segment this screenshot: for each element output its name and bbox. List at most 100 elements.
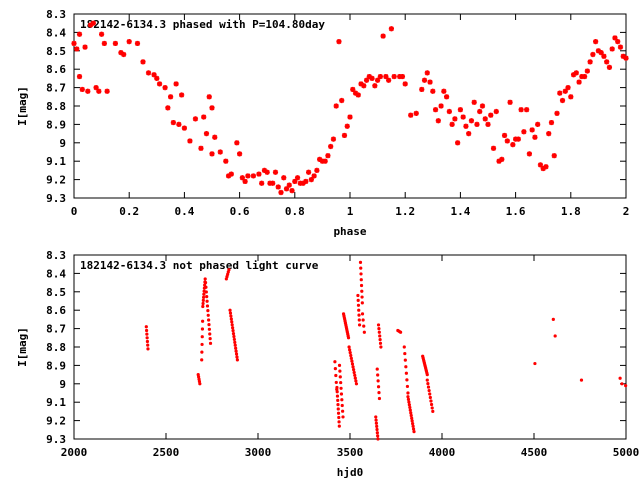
raw-x-axis-label: hjd0: [337, 466, 364, 479]
phased-x-tick-label: 0.4: [174, 205, 194, 218]
raw-data-point: [404, 365, 408, 369]
raw-y-tick-label: 9.3: [46, 433, 66, 446]
raw-data-point: [376, 434, 380, 438]
raw-data-point: [348, 351, 352, 355]
raw-y-tick-label: 9.2: [46, 415, 66, 428]
raw-data-point: [430, 406, 434, 410]
phased-data-point: [380, 33, 386, 39]
raw-data-point: [200, 350, 204, 354]
raw-data-point: [347, 345, 351, 349]
raw-data-point: [408, 408, 412, 412]
phased-data-point: [526, 151, 532, 157]
raw-data-point: [200, 342, 204, 347]
raw-data-point: [377, 396, 382, 401]
raw-data-point: [144, 328, 149, 333]
phased-data-point: [474, 121, 480, 127]
phased-data-point: [559, 97, 566, 104]
phased-data-point: [363, 77, 370, 83]
phased-data-point: [201, 114, 207, 120]
phased-data-point: [303, 178, 309, 185]
raw-data-point: [204, 285, 208, 289]
phased-x-tick-label: 1.6: [506, 205, 526, 218]
phased-y-tick-label: 8.9: [46, 118, 66, 131]
raw-data-point: [228, 308, 232, 312]
phased-data-point: [573, 70, 579, 76]
raw-x-tick-label: 2500: [153, 446, 180, 459]
raw-data-point: [551, 317, 555, 321]
phased-data-point: [156, 81, 163, 87]
phased-data-point: [397, 73, 403, 80]
raw-data-point: [333, 367, 337, 371]
raw-data-point: [375, 431, 379, 435]
phased-data-point: [590, 51, 596, 58]
phased-data-point: [468, 118, 475, 124]
phased-data-point: [118, 50, 124, 56]
raw-data-point: [374, 415, 378, 419]
phased-data-point: [344, 123, 350, 129]
phased-x-axis-label: phase: [333, 225, 366, 238]
raw-data-point: [375, 367, 379, 371]
phased-data-point: [565, 85, 571, 91]
phased-data-point: [328, 143, 334, 150]
raw-data-point: [352, 370, 356, 375]
phased-data-point: [71, 40, 77, 47]
raw-data-point: [201, 298, 205, 302]
phased-data-point: [79, 86, 85, 93]
phased-data-point: [165, 105, 171, 111]
phased-data-point: [225, 173, 232, 179]
raw-data-point: [201, 295, 206, 299]
phased-data-point: [198, 145, 204, 151]
phased-data-point: [217, 149, 223, 155]
phased-data-point: [460, 114, 466, 120]
phased-data-point: [76, 31, 83, 37]
phased-data-point: [488, 112, 494, 118]
raw-data-point: [333, 360, 337, 364]
phased-data-point: [446, 108, 452, 115]
phased-data-point: [173, 81, 179, 87]
raw-data-point: [336, 411, 341, 415]
raw-data-point: [360, 312, 365, 316]
raw-data-point: [204, 290, 208, 294]
phased-data-point: [372, 83, 378, 89]
raw-data-point: [357, 318, 361, 322]
phased-data-point: [518, 107, 524, 113]
phased-data-point: [551, 153, 557, 159]
raw-data-point: [229, 314, 233, 318]
phased-data-point: [499, 156, 505, 162]
raw-data-point: [403, 358, 407, 362]
phased-data-point: [292, 178, 298, 185]
phased-data-point: [579, 73, 585, 80]
phased-data-point: [339, 97, 345, 104]
raw-data-point: [207, 323, 211, 327]
phased-data-point: [427, 79, 433, 85]
phased-x-tick-label: 1.2: [395, 205, 415, 218]
raw-data-point: [357, 308, 361, 312]
raw-data-point: [405, 384, 410, 389]
raw-data-point: [340, 403, 344, 408]
raw-data-point: [341, 415, 345, 419]
raw-data-point: [201, 319, 205, 323]
raw-light-curve-panel: 182142-6134.3 not phased light curve hjd…: [16, 249, 639, 479]
phased-y-tick-label: 8.3: [46, 8, 66, 21]
raw-data-point: [411, 424, 415, 428]
raw-data-point: [198, 382, 202, 386]
raw-data-point: [375, 424, 379, 428]
raw-data-point: [429, 402, 434, 407]
phased-data-point: [598, 50, 604, 56]
raw-data-point: [360, 295, 364, 299]
raw-data-point: [341, 409, 345, 413]
phased-data-point: [245, 173, 251, 179]
phased-data-point: [286, 182, 292, 188]
raw-data-point: [411, 427, 416, 431]
raw-data-point: [346, 336, 351, 340]
raw-data-point: [234, 352, 239, 356]
raw-x-tick-label: 4000: [429, 446, 456, 459]
raw-data-point: [431, 409, 435, 413]
raw-data-point: [201, 304, 205, 309]
phased-data-point: [570, 72, 577, 78]
raw-data-point: [336, 403, 340, 407]
raw-data-point: [340, 398, 344, 402]
raw-data-point: [339, 386, 343, 390]
raw-data-point: [579, 378, 584, 382]
phased-data-point: [419, 86, 425, 93]
